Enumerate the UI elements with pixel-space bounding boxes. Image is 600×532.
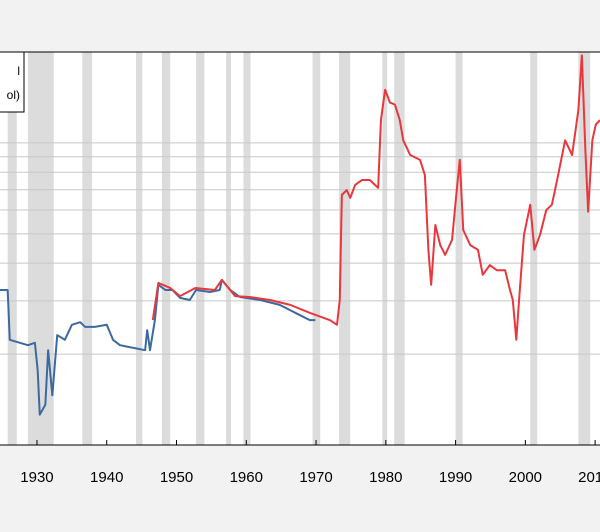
x-tick-label: 1980 <box>369 469 402 486</box>
x-tick-label: 1950 <box>160 469 193 486</box>
recession-band <box>578 52 591 445</box>
legend-label: ol) <box>7 88 20 102</box>
x-tick-label: 2000 <box>509 469 542 486</box>
recession-band <box>243 52 251 445</box>
recession-band <box>161 52 171 445</box>
series-line <box>151 54 600 341</box>
recession-band <box>455 52 463 445</box>
legend: l ol) <box>0 51 25 113</box>
recession-band <box>27 52 54 445</box>
x-tick-label: 1970 <box>299 469 332 486</box>
recession-band <box>82 52 93 445</box>
x-tick-label: 201 <box>578 469 600 486</box>
x-tick-label: 1990 <box>439 469 472 486</box>
x-tick-label: 1960 <box>230 469 263 486</box>
series-layer <box>0 54 600 416</box>
x-tick-label: 1930 <box>20 469 53 486</box>
grid-layer <box>0 142 600 355</box>
recession-band <box>226 52 231 445</box>
axes-layer: 1930 1940 1950 1960 1970 1980 1990 2000 201 <box>0 51 600 486</box>
recession-band <box>7 52 17 445</box>
recession-band <box>394 52 405 445</box>
legend-box <box>0 51 25 113</box>
recession-band <box>196 52 205 445</box>
recession-band <box>382 52 388 445</box>
plot-area <box>0 52 600 445</box>
recession-band <box>339 52 351 445</box>
legend-label: l <box>17 64 20 78</box>
x-tick-label: 1940 <box>90 469 123 486</box>
recession-band <box>136 52 143 445</box>
recession-band <box>312 52 321 445</box>
